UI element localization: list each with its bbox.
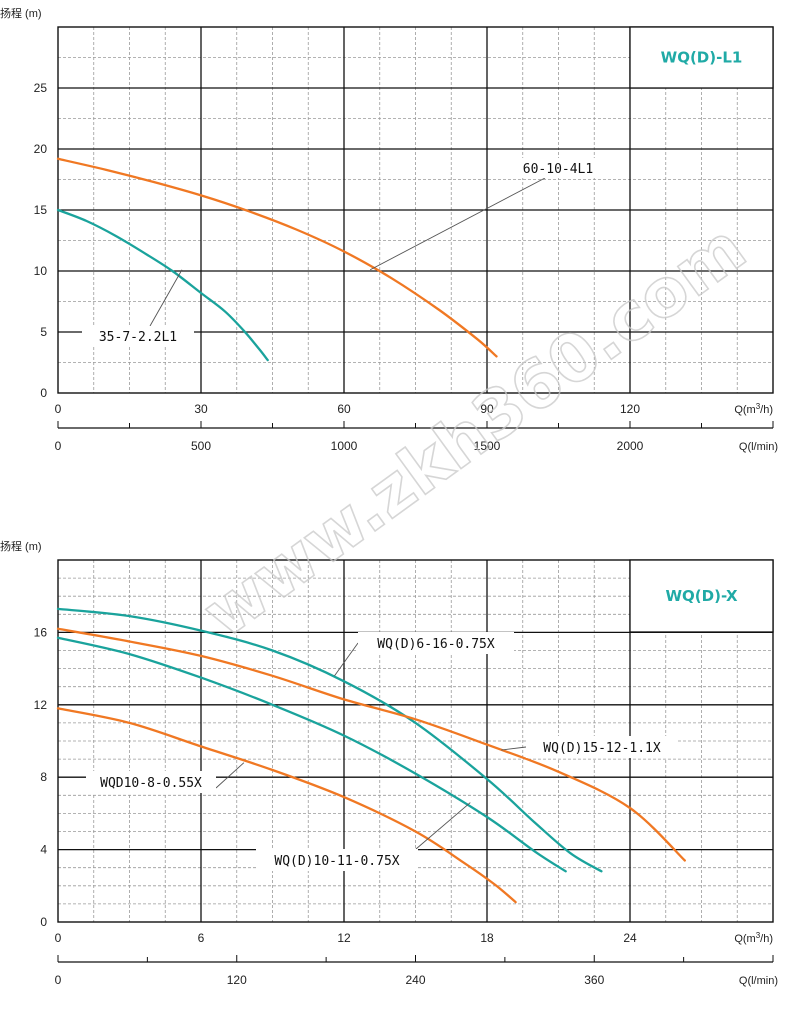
title-box	[629, 559, 774, 633]
annotation-label: 60-10-4L1	[523, 162, 593, 177]
x-tick-label: 30	[194, 402, 208, 416]
annotation-label: WQD10-8-0.55X	[100, 776, 202, 791]
title-box	[629, 26, 774, 89]
secondary-x-tick-label: 1500	[474, 439, 501, 453]
y-tick-label: 0	[40, 915, 47, 929]
annotation-bg	[526, 736, 678, 758]
secondary-x-tick-label: 500	[191, 439, 211, 453]
y-tick-label: 0	[40, 386, 47, 400]
plot-frame	[57, 559, 774, 923]
y-tick-label: 4	[40, 843, 47, 857]
x-axis-label: Q(m3/h)	[734, 931, 773, 945]
series-line	[56, 707, 517, 904]
secondary-x-tick-label: 0	[55, 973, 62, 987]
series-line	[56, 208, 269, 362]
y-tick-label: 8	[40, 770, 47, 784]
secondary-x-tick-label: 1000	[331, 439, 358, 453]
secondary-x-tick-label: 2000	[617, 439, 644, 453]
annotation-label: WQ(D)6-16-0.75X	[377, 637, 495, 652]
y-axis-label: 扬程 (m)	[0, 539, 42, 553]
x-tick-label: 18	[480, 931, 494, 945]
y-tick-label: 12	[34, 698, 48, 712]
x-axis-label-sup: 3	[756, 402, 761, 411]
annotation-leader	[215, 762, 245, 789]
x-tick-label: 24	[623, 931, 637, 945]
series-line	[56, 157, 498, 358]
x-tick-label: 90	[480, 402, 494, 416]
series-line	[56, 607, 603, 873]
annotation-bg	[82, 326, 194, 346]
annotation-bg	[256, 849, 418, 871]
y-axis-label: 扬程 (m)	[0, 6, 42, 20]
x-tick-label: 6	[198, 931, 205, 945]
annotation-leader	[370, 177, 546, 271]
y-tick-label: 16	[34, 625, 48, 639]
x-axis-label-base: Q(m	[734, 933, 755, 945]
annotation-bg	[507, 158, 609, 178]
x-axis-label-end: /h)	[760, 933, 773, 945]
annotation-leader	[415, 802, 471, 850]
x-tick-label: 60	[337, 402, 351, 416]
series-line	[56, 627, 686, 862]
annotation-bg	[358, 632, 514, 654]
x-axis-label: Q(m3/h)	[734, 402, 773, 416]
x-tick-label: 12	[337, 931, 351, 945]
chart-title: WQ(D)-X	[665, 587, 737, 605]
x-tick-label: 0	[55, 402, 62, 416]
y-tick-label: 15	[34, 203, 48, 217]
annotation-label: 35-7-2.2L1	[99, 330, 177, 345]
y-tick-label: 25	[34, 81, 48, 95]
annotation-leader	[334, 642, 359, 677]
x-tick-label: 120	[620, 402, 640, 416]
annotation-label: WQ(D)10-11-0.75X	[274, 854, 399, 869]
annotation-bg	[86, 771, 216, 793]
y-tick-label: 10	[34, 264, 48, 278]
x-axis-label-sup: 3	[756, 931, 761, 940]
annotation-label: WQ(D)15-12-1.1X	[543, 741, 661, 756]
chart-wq-d-x: WQ(D)-X 扬程 (m) 0 4 8 12 16 0 6 12 18 24 Q(m3/h) 0 120 2…	[0, 539, 778, 987]
annotation-leader	[149, 269, 183, 327]
secondary-x-tick-label: 360	[584, 973, 604, 987]
secondary-x-tick-label: 0	[55, 439, 62, 453]
secondary-x-axis-label: Q(l/min)	[739, 975, 778, 987]
y-tick-label: 20	[34, 142, 48, 156]
series-line	[56, 636, 567, 873]
x-axis-label-end: /h)	[760, 404, 773, 416]
major-grid	[58, 27, 773, 393]
chart-title: WQ(D)-L1	[661, 49, 743, 67]
x-tick-label: 0	[55, 931, 62, 945]
secondary-x-tick-label: 240	[405, 973, 425, 987]
x-axis-label-base: Q(m	[734, 404, 755, 416]
secondary-x-axis-label: Q(l/min)	[739, 441, 778, 453]
y-tick-label: 5	[40, 325, 47, 339]
annotation-leader	[501, 746, 527, 751]
secondary-x-tick-label: 120	[227, 973, 247, 987]
